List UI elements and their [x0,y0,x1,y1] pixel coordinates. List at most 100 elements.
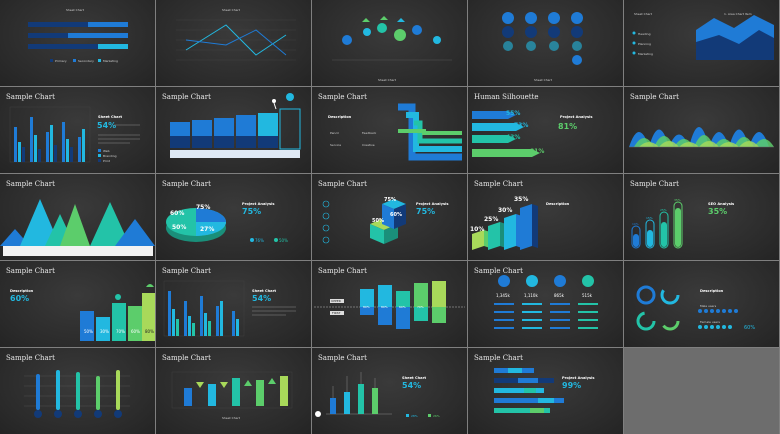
slide-heading: Sheet Chart [252,289,277,293]
slide-title: Sample Chart [162,180,211,188]
slide-thumbnail-2[interactable]: Sheet Chart [156,0,311,86]
slide-title: Sample Chart [6,267,55,275]
legend-item: Primary [55,59,67,63]
slide-thumbnail-16[interactable]: Sample Chart Description 60% 50% 30% 70%… [0,261,155,347]
donut-people-graphic [636,285,738,331]
bag-bar-chart-graphic [80,284,155,341]
bar-value: 60% [131,329,140,334]
slide-heading: Description [546,202,570,206]
slide-heading: Description [700,289,724,293]
slide-thumbnail-22[interactable]: Sample Chart Sheet Chart [156,348,311,434]
cube-value: 60% [390,212,402,218]
social-value: 515k [582,293,592,298]
stat-value: 50% [279,238,288,243]
item-label: Heading [638,32,651,36]
slide-thumbnail-15[interactable]: Sample Chart 10% 15% 25% 35% SEO Analysi… [624,174,779,260]
line-chart-graphic [176,19,296,61]
legend-item: Web [103,149,110,153]
percent-stat: 35% [708,207,728,216]
slide-thumbnail-20[interactable]: Description Male users Female users 60% [624,261,779,347]
bar-value: 25% [660,208,667,212]
slide-heading: Sheet Chart [66,8,84,12]
thermometer-chart-graphic [24,370,130,418]
slide-thumbnail-24[interactable]: Sample Chart Project Analysis 99% [468,348,623,434]
legend-item: Print [103,159,110,163]
row-label: Female users [700,320,720,324]
slide-thumbnail-17[interactable]: Sample Chart Sheet Chart 54% [156,261,311,347]
item-label: Marketing [638,52,653,56]
slide-title: Sample Chart [6,354,55,362]
slide-heading: Project Analysis [416,202,449,206]
slice-label: 75% [196,204,211,211]
bar-value: 15% [646,216,653,220]
percent-stat: 54% [252,294,272,303]
slide-thumbnail-14[interactable]: Sample Chart 10% 25% 30% 35% Description [468,174,623,260]
wave-area-chart-graphic [629,127,774,148]
item-label: Feedback [362,131,377,135]
slide-thumbnail-23[interactable]: Sample Chart Sheet Chart 54% 28% 26% [312,348,467,434]
percent-stat: 75% [416,207,436,216]
percent-stat: 99% [562,381,582,390]
social-value: 1,345k [496,293,510,298]
bubble-chart-graphic [332,16,452,61]
funnel-arrows-graphic [472,111,540,157]
slide-thumbnail-19[interactable]: Sample Chart 1,345k 1,110k 865k 515k [468,261,623,347]
slide-thumbnail-9[interactable]: Human Silhouette 55% 73% 43% 81% Project… [468,87,623,173]
slide-heading: Sheet Chart [222,8,240,12]
slide-title: Sample Chart [162,267,211,275]
slide-thumbnail-8[interactable]: Sample Chart Description Pencil Feedback… [312,87,467,173]
funnel-value: 43% [506,134,521,141]
slide-thumbnail-21[interactable]: Sample Chart [0,348,155,434]
slice-label: 50% [172,224,187,231]
slide-title: Sample Chart [162,93,211,101]
slide-title: Sample Chart [318,267,367,275]
slide-thumbnail-3[interactable]: Sheet Chart [312,0,467,86]
slide-thumbnail-5[interactable]: Sheet Chart 1. Area Chart Item Heading P… [624,0,779,86]
slide-heading: Project Analysis [242,202,275,206]
slide-heading: Sheet Chart [534,78,552,82]
slide-subtitle: 1. Area Chart Item [724,12,752,16]
bar-value: 60% [399,305,406,309]
axis-label: FIRST [332,311,341,315]
step-value: 10% [470,226,485,233]
slice-label: 27% [200,226,215,233]
slide-heading: Project Analysis [560,115,593,119]
slide-thumbnail-6[interactable]: Sample Chart Sheet Chart 54% Web Brandin… [0,87,155,173]
slide-thumbnail-18[interactable]: Sample Chart UPPER FIRST 80% 80% 60% 70% [312,261,467,347]
row-label: Male users [700,304,717,308]
slide-heading: Project Analysis [562,376,595,380]
bar-value: 80% [145,329,154,334]
percent-stat: 81% [558,122,578,131]
slide-thumbnail-12[interactable]: Sample Chart 60% 75% 50% 27% Project Ana… [156,174,311,260]
slide-thumbnail-13[interactable]: Sample Chart 75% 60% 50% Project Analysi… [312,174,467,260]
slide-thumbnail-1[interactable]: Sheet Chart Primary Secondary Marketing [0,0,155,86]
slide-title: Sample Chart [630,180,679,188]
curved-arrows-graphic [398,103,462,161]
bar-value: 50% [84,329,93,334]
bar-value: 10% [632,222,639,226]
stat-value: 28% [411,414,418,418]
bar-value: 80% [363,305,370,309]
column-chart-graphic [163,280,296,337]
slide-heading: Sheet Chart [634,12,652,16]
slide-thumbnail-11[interactable]: Sample Chart [0,174,155,260]
funnel-value: 73% [514,122,529,129]
step-value: 25% [484,216,499,223]
cube-value: 75% [384,197,396,203]
slide-title: Human Silhouette [474,93,539,101]
step-value: 30% [498,207,513,214]
slide-title: Sample Chart [6,180,55,188]
item-label: Service [330,143,342,147]
slide-thumbnail-10[interactable]: Sample Chart [624,87,779,173]
item-label: Planning [638,42,651,46]
bar-value: 30% [100,329,109,334]
slide-thumbnail-4[interactable]: Sheet Chart [468,0,623,86]
empty-slot [624,348,779,434]
stat-value: 26% [433,414,440,418]
dot-matrix-graphic [502,12,583,65]
cube-value: 50% [372,218,384,224]
area-chart-graphic [632,15,774,60]
peak-area-chart-graphic [0,199,155,256]
slide-thumbnail-7[interactable]: Sample Chart [156,87,311,173]
